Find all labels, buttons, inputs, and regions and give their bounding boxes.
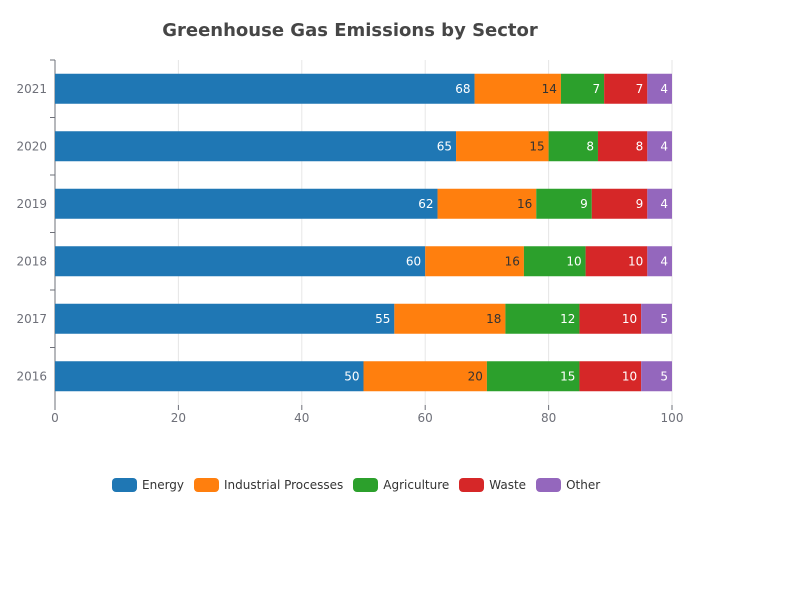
- data-label: 10: [622, 369, 637, 383]
- data-label: 4: [660, 254, 668, 268]
- data-label: 10: [622, 312, 637, 326]
- legend-label: Energy: [142, 478, 185, 492]
- legend-label: Agriculture: [383, 478, 450, 492]
- data-label: 5: [660, 369, 668, 383]
- data-label: 16: [517, 197, 532, 211]
- y-tick-label: 2016: [16, 369, 47, 383]
- bar-segment: [55, 188, 438, 219]
- bar-segment: [363, 361, 487, 392]
- bar-segment: [394, 303, 506, 334]
- legend-swatch: [536, 478, 562, 492]
- data-label: 60: [406, 254, 421, 268]
- bar-segment: [579, 303, 642, 334]
- legend: Energy Industrial Processes Agriculture Was…: [112, 478, 600, 492]
- data-label: 10: [628, 254, 643, 268]
- bar-segment: [486, 361, 580, 392]
- y-tick-label: 2019: [16, 197, 47, 211]
- data-label: 15: [560, 369, 575, 383]
- legend-item[interactable]: Agriculture: [353, 478, 449, 492]
- legend-item[interactable]: Other: [536, 478, 600, 492]
- chart-title: Greenhouse Gas Emissions by Sector: [162, 20, 538, 41]
- legend-swatch: [112, 478, 137, 492]
- bar-segment: [55, 303, 395, 334]
- data-label: 4: [660, 82, 668, 96]
- data-label: 8: [586, 139, 594, 153]
- bar-segment: [597, 131, 648, 162]
- bar-segment: [641, 361, 672, 392]
- legend-label: Industrial Processes: [224, 478, 344, 492]
- data-label: 62: [418, 197, 433, 211]
- bar-segment: [647, 73, 672, 104]
- legend-label: Waste: [489, 478, 527, 492]
- bar-segment: [55, 361, 364, 392]
- bar-segment: [536, 188, 592, 219]
- y-tick-label: 2018: [16, 254, 47, 268]
- data-label: 55: [375, 312, 390, 326]
- bar-segment: [579, 361, 642, 392]
- data-label: 20: [468, 369, 483, 383]
- data-label: 14: [542, 82, 557, 96]
- data-label: 4: [660, 197, 668, 211]
- data-label: 68: [455, 82, 470, 96]
- x-tick-label: 100: [661, 411, 684, 425]
- x-tick-label: 0: [51, 411, 59, 425]
- bar-segment: [591, 188, 648, 219]
- legend-label: Other: [566, 478, 601, 492]
- data-label: 10: [566, 254, 581, 268]
- legend-item[interactable]: Energy: [112, 478, 184, 492]
- data-label: 5: [660, 312, 668, 326]
- bar-segment: [55, 131, 457, 162]
- data-label: 16: [505, 254, 520, 268]
- data-label: 65: [437, 139, 452, 153]
- data-label: 8: [636, 139, 644, 153]
- data-label: 9: [580, 197, 588, 211]
- bar-segment: [647, 188, 672, 219]
- bar-segment: [456, 131, 549, 162]
- x-tick-label: 20: [171, 411, 186, 425]
- legend-swatch: [353, 478, 379, 492]
- x-tick-label: 80: [541, 411, 556, 425]
- data-label: 18: [486, 312, 501, 326]
- bar-segment: [425, 246, 524, 277]
- bar-segment: [523, 246, 586, 277]
- x-tick-label: 60: [418, 411, 433, 425]
- data-label: 9: [636, 197, 644, 211]
- bar-segment: [647, 131, 672, 162]
- bar-segment: [437, 188, 537, 219]
- bar-segment: [55, 246, 426, 277]
- legend-item[interactable]: Industrial Processes: [194, 478, 343, 492]
- data-label: 7: [592, 82, 600, 96]
- data-label: 50: [344, 369, 359, 383]
- legend-swatch: [459, 478, 485, 492]
- y-tick-label: 2020: [16, 139, 47, 153]
- data-label: 7: [636, 82, 644, 96]
- legend-item[interactable]: Waste: [459, 478, 526, 492]
- x-tick-label: 40: [294, 411, 309, 425]
- bar-segment: [604, 73, 648, 104]
- bar-segment: [560, 73, 605, 104]
- bar-segment: [548, 131, 598, 162]
- bar-segment: [641, 303, 672, 334]
- data-label: 4: [660, 139, 668, 153]
- data-label: 15: [529, 139, 544, 153]
- y-tick-label: 2017: [16, 312, 47, 326]
- legend-swatch: [194, 478, 220, 492]
- bar-segment: [505, 303, 580, 334]
- bar-segment: [647, 246, 672, 277]
- y-tick-label: 2021: [16, 82, 47, 96]
- bar-segment: [55, 73, 475, 104]
- bar-segment: [585, 246, 648, 277]
- data-label: 12: [560, 312, 575, 326]
- bar-segment: [474, 73, 561, 104]
